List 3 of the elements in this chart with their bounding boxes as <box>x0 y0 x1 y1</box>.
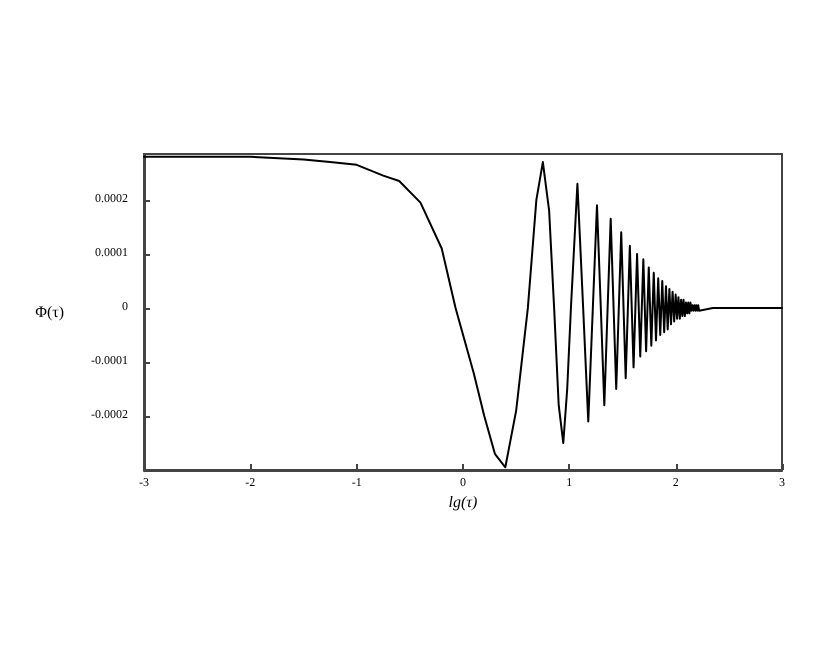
y-axis-title: Φ(τ) <box>35 303 65 321</box>
line-series <box>143 155 783 469</box>
x-axis-title: lg(τ) <box>448 493 479 511</box>
